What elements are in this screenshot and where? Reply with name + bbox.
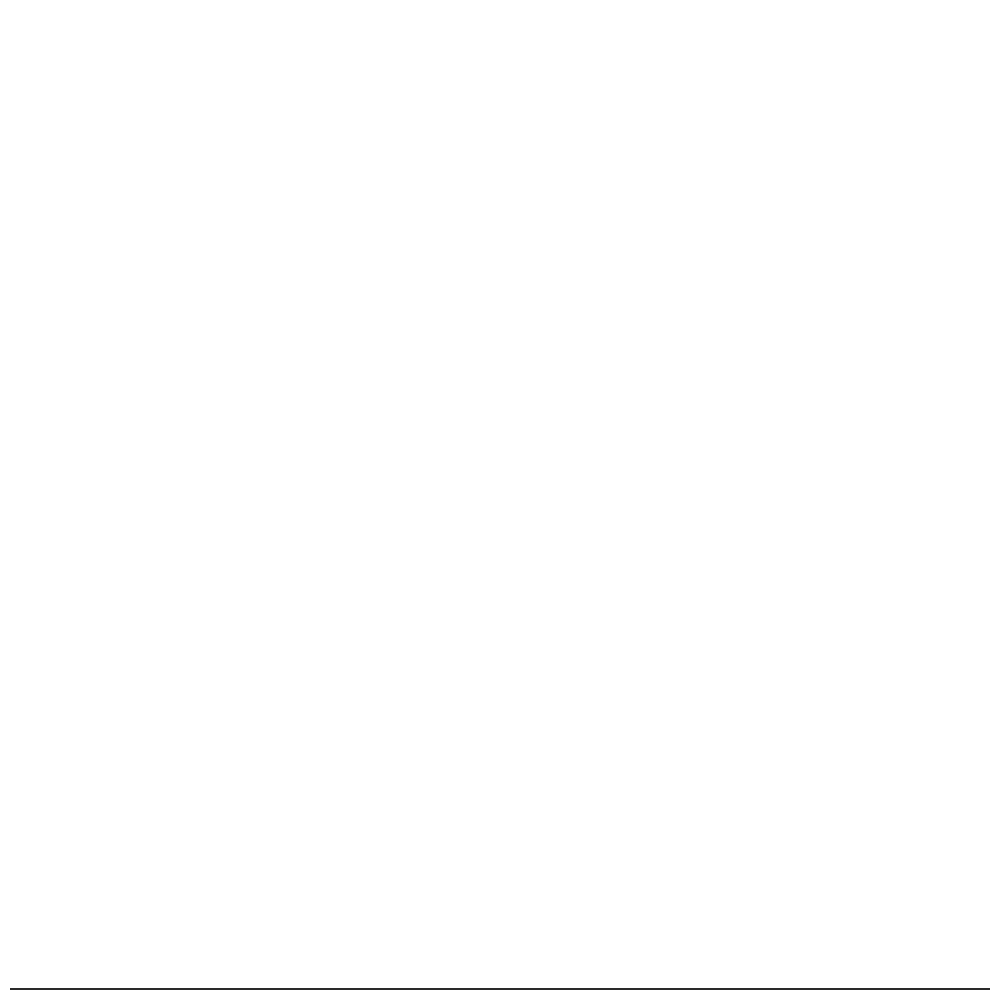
- polar-intensity-chart: [10, 988, 990, 990]
- photometric-polar-diagram: [10, 988, 990, 990]
